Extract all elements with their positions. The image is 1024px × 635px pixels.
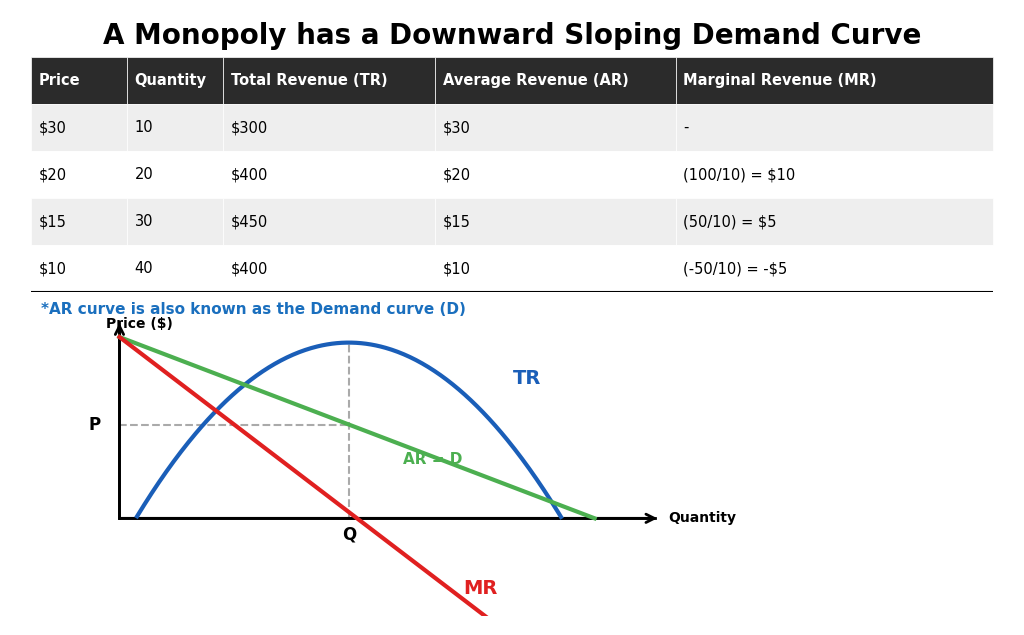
Bar: [127, 57, 223, 104]
Bar: [435, 151, 676, 198]
Text: Average Revenue (AR): Average Revenue (AR): [442, 73, 629, 88]
Text: TR: TR: [513, 370, 541, 389]
Bar: [676, 57, 993, 104]
Text: $20: $20: [39, 167, 67, 182]
Bar: [31, 57, 127, 104]
Bar: [435, 104, 676, 151]
Text: $30: $30: [442, 120, 471, 135]
Text: $300: $300: [231, 120, 268, 135]
Text: (100/10) = $10: (100/10) = $10: [683, 167, 796, 182]
Text: (-50/10) = -$5: (-50/10) = -$5: [683, 261, 787, 276]
Text: $10: $10: [39, 261, 67, 276]
Bar: [31, 245, 127, 292]
Text: P: P: [88, 415, 100, 434]
Text: Quantity: Quantity: [669, 511, 736, 525]
Bar: [31, 151, 127, 198]
Text: 10: 10: [135, 120, 154, 135]
Bar: [435, 198, 676, 245]
Text: Q: Q: [342, 525, 356, 544]
Text: (50/10) = $5: (50/10) = $5: [683, 214, 777, 229]
Bar: [676, 104, 993, 151]
Text: $10: $10: [442, 261, 471, 276]
Bar: [31, 104, 127, 151]
Text: *AR curve is also known as the Demand curve (D): *AR curve is also known as the Demand cu…: [41, 302, 466, 317]
Bar: [223, 57, 435, 104]
Text: $450: $450: [231, 214, 268, 229]
Bar: [223, 151, 435, 198]
Bar: [127, 198, 223, 245]
Text: AR = D: AR = D: [403, 452, 463, 467]
Bar: [223, 245, 435, 292]
Bar: [31, 198, 127, 245]
Text: Marginal Revenue (MR): Marginal Revenue (MR): [683, 73, 877, 88]
Text: -: -: [683, 120, 689, 135]
Text: $15: $15: [39, 214, 67, 229]
Text: A Monopoly has a Downward Sloping Demand Curve: A Monopoly has a Downward Sloping Demand…: [102, 22, 922, 50]
Text: $400: $400: [231, 261, 268, 276]
Bar: [676, 245, 993, 292]
Bar: [223, 104, 435, 151]
Bar: [435, 57, 676, 104]
Bar: [676, 151, 993, 198]
Bar: [127, 245, 223, 292]
Text: Price ($): Price ($): [105, 318, 173, 331]
Text: Total Revenue (TR): Total Revenue (TR): [231, 73, 387, 88]
Text: 20: 20: [135, 167, 154, 182]
Bar: [223, 198, 435, 245]
Text: Quantity: Quantity: [135, 73, 207, 88]
Bar: [435, 245, 676, 292]
Text: MR: MR: [464, 578, 498, 598]
Text: $15: $15: [442, 214, 471, 229]
Bar: [127, 104, 223, 151]
Text: $30: $30: [39, 120, 67, 135]
Text: $400: $400: [231, 167, 268, 182]
Bar: [676, 198, 993, 245]
Text: Price: Price: [39, 73, 80, 88]
Text: 40: 40: [135, 261, 154, 276]
Text: $20: $20: [442, 167, 471, 182]
Text: 30: 30: [135, 214, 154, 229]
Bar: [127, 151, 223, 198]
